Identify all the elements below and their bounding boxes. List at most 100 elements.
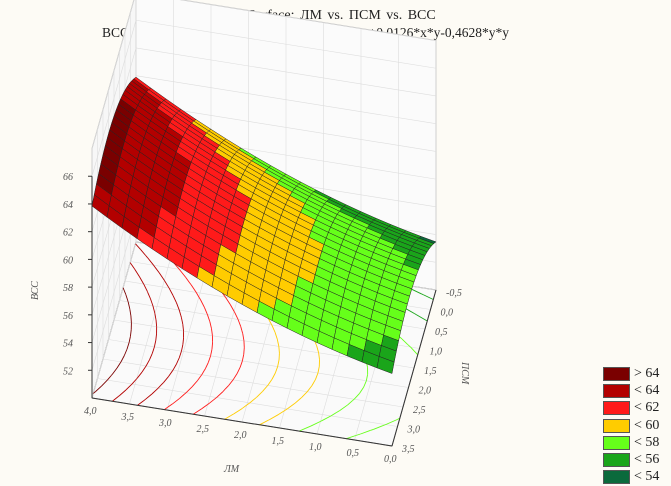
floor-contour (182, 324, 184, 332)
floor-contour (178, 309, 182, 316)
floor-contour (330, 412, 337, 417)
floor-contour (347, 400, 353, 406)
floor-contour (167, 403, 173, 408)
floor-contour (200, 299, 205, 308)
floor-contour (410, 288, 422, 295)
floor-contour (182, 337, 184, 345)
floor-contour (153, 264, 156, 268)
floor-contour (127, 301, 131, 310)
floor-contour (189, 282, 192, 286)
floor-contour (216, 391, 224, 398)
floor-contour (201, 370, 205, 376)
y-axis-label: ПСМ (459, 361, 470, 385)
floor-contour (230, 413, 235, 417)
floor-contour (278, 346, 280, 354)
floor-contour (145, 359, 150, 367)
floor-contour (118, 395, 120, 397)
y-tick-label: 3,0 (407, 425, 421, 436)
floor-contour (136, 377, 138, 380)
floor-contour (339, 404, 348, 411)
floor-contour (184, 392, 187, 395)
floor-contour (198, 296, 201, 301)
floor-contour (158, 272, 165, 281)
floor-contour (410, 346, 419, 356)
floor-contour (401, 338, 408, 345)
legend-label: < 58 (634, 434, 660, 450)
floor-contour (233, 408, 243, 415)
floor-contour (317, 366, 320, 374)
floor-contour (224, 415, 231, 420)
z-tick-label: 54 (63, 339, 73, 350)
floor-contour (353, 392, 360, 400)
floor-contour (144, 393, 153, 401)
legend-item: < 54 (603, 469, 659, 486)
y-tick-label: 3,5 (401, 444, 415, 455)
x-tick-label: 3,5 (121, 412, 135, 423)
floor-contour (119, 389, 127, 396)
x-tick-label: 3,0 (158, 418, 172, 429)
legend-label: < 62 (634, 400, 660, 416)
floor-contour (414, 313, 417, 315)
floor-contour (120, 355, 125, 363)
floor-contour (125, 383, 133, 391)
floor-contour (210, 349, 213, 356)
floor-contour (112, 395, 119, 402)
floor-contour (355, 433, 361, 436)
floor-contour (243, 347, 245, 355)
surface-patch (376, 356, 395, 374)
floor-contour (224, 296, 231, 305)
floor-contour (178, 351, 182, 358)
floor-contour (107, 374, 112, 381)
floor-contour (157, 384, 162, 389)
floor-contour (128, 336, 131, 343)
y-tick-label: 2,5 (413, 405, 426, 416)
floor-contour (191, 380, 198, 388)
floor-contour (151, 387, 159, 395)
z-axis-label: ВСС (30, 281, 41, 300)
floor-contour (172, 295, 177, 304)
floor-contour (149, 353, 153, 360)
legend-label: < 60 (634, 417, 660, 433)
floor-contour (178, 269, 181, 271)
floor-contour (154, 313, 157, 321)
legend-label: < 54 (634, 469, 660, 485)
floor-contour (222, 388, 226, 393)
z-tick-label: 52 (63, 366, 73, 377)
floor-contour (287, 402, 296, 410)
floor-contour (168, 287, 174, 296)
floor-contour (138, 276, 145, 285)
y-axis-line (391, 289, 437, 447)
floor-contour (359, 386, 365, 394)
floor-contour (284, 408, 288, 412)
floor-contour (146, 257, 154, 266)
floor-contour (185, 386, 193, 394)
floor-contour (168, 369, 174, 377)
legend-swatch (603, 453, 630, 468)
wall-gridline (135, 75, 437, 124)
floor-contour (155, 333, 158, 341)
floor-contour (172, 398, 180, 405)
floor-contour (180, 314, 182, 318)
legend-item: < 58 (603, 434, 659, 451)
floor-contour (136, 371, 143, 379)
legend-label: < 56 (634, 452, 660, 468)
y-tick-label: 1,5 (424, 366, 437, 377)
floor-contour (236, 367, 241, 374)
wall-gridline (135, 19, 437, 69)
floor-contour (315, 372, 319, 380)
z-tick-label: 58 (63, 283, 73, 294)
floor-contour (274, 366, 279, 374)
floor-contour (301, 391, 308, 398)
floor-contour (190, 284, 197, 293)
legend-item: < 64 (603, 382, 659, 399)
floor-contour (160, 381, 165, 386)
floor-contour (195, 292, 200, 298)
floor-contour (150, 298, 154, 306)
z-tick-label: 64 (63, 200, 73, 211)
legend: > 64 < 64 < 62 < 60 < 58 < 56 < 54 (603, 365, 659, 486)
wall-gridline (135, 103, 437, 152)
floor-gridline (102, 358, 404, 408)
floor-gridline (97, 378, 398, 427)
floor-contour (335, 410, 341, 414)
